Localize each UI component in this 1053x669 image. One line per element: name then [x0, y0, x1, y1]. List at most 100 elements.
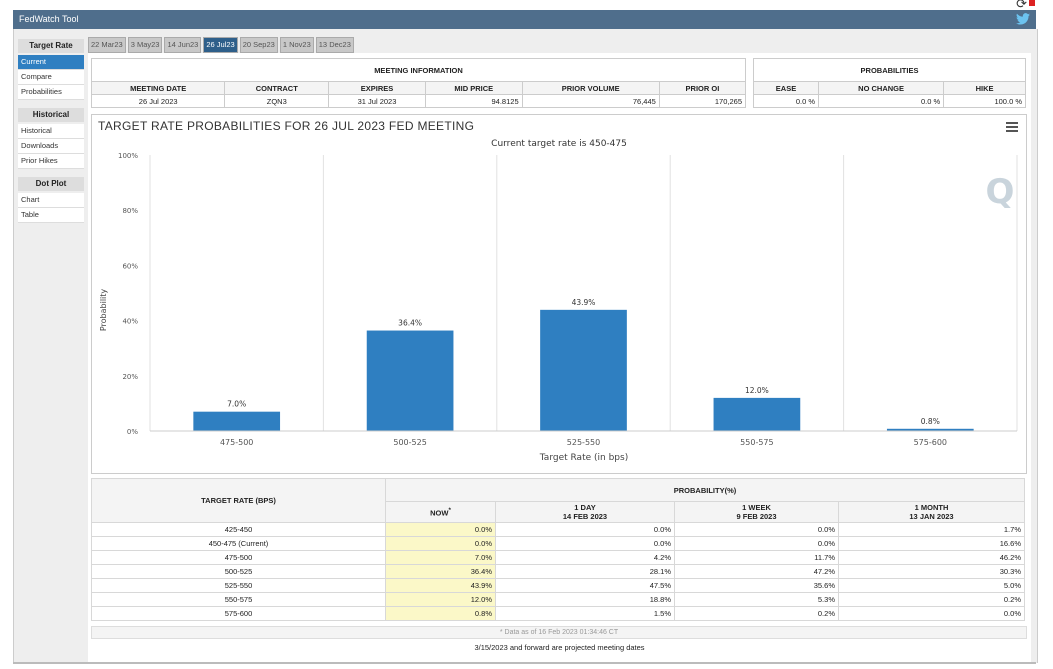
probability-cell: 28.1%	[495, 564, 675, 579]
tab-14-jun23[interactable]: 14 Jun23	[164, 37, 202, 53]
bar-data-label: 43.9%	[572, 298, 596, 307]
sidebar-heading-dot-plot: Dot Plot	[18, 177, 84, 191]
probability-cell: 0.8%	[385, 606, 496, 621]
table-row: 425-450 0.0% 0.0% 0.0% 1.7%	[91, 522, 1025, 537]
tab-20-sep23[interactable]: 20 Sep23	[239, 37, 278, 53]
y-tick-label: 80%	[122, 207, 138, 215]
sidebar-heading-target-rate: Target Rate	[18, 39, 84, 53]
col-no-change: NO CHANGE	[817, 81, 945, 95]
expires-value: 31 Jul 2023	[328, 94, 426, 108]
tab-22-mar23[interactable]: 22 Mar23	[88, 37, 126, 53]
col-prior-oi: PRIOR OI	[658, 81, 747, 95]
x-tick-label: 500-525	[393, 438, 426, 447]
projected-dates-note: 3/15/2023 and forward are projected meet…	[474, 643, 645, 652]
col-1-week: 1 WEEK 9 FEB 2023	[674, 501, 839, 523]
col-hike: HIKE	[943, 81, 1026, 95]
sidebar-item-chart[interactable]: Chart	[18, 193, 84, 208]
hike-value: 100.0 %	[943, 94, 1026, 108]
col-prior-volume: PRIOR VOLUME	[521, 81, 660, 95]
col-1-month-date: 13 JAN 2023	[909, 512, 954, 521]
probabilities-header: PROBABILITIES	[753, 58, 1026, 82]
probability-cell: 47.2%	[674, 564, 839, 579]
close-icon[interactable]	[1029, 0, 1035, 6]
probability-cell: 1.7%	[838, 522, 1025, 537]
probability-table: TARGET RATE (BPS) PROBABILITY(%) NOW* 1 …	[91, 478, 1025, 621]
y-axis-label: Probability	[99, 289, 108, 332]
col-1-day-date: 14 FEB 2023	[562, 512, 608, 521]
y-tick-label: 20%	[122, 373, 138, 381]
probability-cell: 0.0%	[674, 522, 839, 537]
col-expires: EXPIRES	[328, 81, 426, 95]
probability-cell: 5.0%	[838, 578, 1025, 593]
col-now: NOW*	[385, 501, 496, 523]
col-1-month: 1 MONTH 13 JAN 2023	[838, 501, 1025, 523]
col-target-rate: TARGET RATE (BPS)	[91, 478, 386, 523]
tab-3-may23[interactable]: 3 May23	[127, 37, 163, 53]
y-tick-label: 100%	[118, 152, 138, 160]
target-rate-cell: 450-475 (Current)	[91, 536, 386, 551]
sidebar: Target Rate Current Compare Probabilitie…	[18, 36, 84, 223]
chart-title: TARGET RATE PROBABILITIES FOR 26 JUL 202…	[98, 119, 475, 133]
probability-group-header: PROBABILITY(%)	[385, 478, 1025, 502]
watermark-logo: Q	[986, 172, 1015, 212]
target-rate-cell: 475-500	[91, 550, 386, 565]
probability-cell: 18.8%	[495, 592, 675, 607]
sidebar-item-compare[interactable]: Compare	[18, 70, 84, 85]
probability-cell: 0.0%	[385, 536, 496, 551]
bar-chart: Current target rate is 450-475 Q 7.0% 36.…	[99, 139, 1018, 463]
sidebar-item-table[interactable]: Table	[18, 208, 84, 223]
browser-top-strip: ⟳	[0, 0, 1053, 11]
probability-cell: 0.2%	[838, 592, 1025, 607]
probability-cell: 1.5%	[495, 606, 675, 621]
sidebar-item-downloads[interactable]: Downloads	[18, 139, 84, 154]
x-tick-label: 475-500	[220, 438, 253, 447]
target-rate-cell: 550-575	[91, 592, 386, 607]
probability-cell: 36.4%	[385, 564, 496, 579]
ease-value: 0.0 %	[753, 94, 819, 108]
hamburger-icon[interactable]	[1006, 122, 1018, 134]
col-now-label: NOW	[430, 508, 449, 518]
col-1-day-label: 1 DAY	[574, 503, 596, 512]
probability-cell: 11.7%	[674, 550, 839, 565]
probability-cell: 0.0%	[495, 522, 675, 537]
app-title-bar: FedWatch Tool	[13, 10, 1036, 29]
meeting-date-value: 26 Jul 2023	[90, 94, 226, 108]
tab-13-dec23[interactable]: 13 Dec23	[315, 37, 354, 53]
bottom-divider	[13, 662, 1036, 664]
table-row: 475-500 7.0% 4.2% 11.7% 46.2%	[91, 550, 1025, 565]
x-axis-label: Target Rate (in bps)	[539, 453, 628, 463]
probability-cell: 16.6%	[838, 536, 1025, 551]
sidebar-item-current[interactable]: Current	[18, 55, 84, 70]
x-tick-label: 575-600	[914, 438, 947, 447]
prior-oi-value: 170,265	[658, 94, 747, 108]
y-tick-label: 40%	[122, 318, 138, 326]
target-rate-cell: 525-550	[91, 578, 386, 593]
sidebar-item-historical[interactable]: Historical	[18, 124, 84, 139]
table-row: 550-575 12.0% 18.8% 5.3% 0.2%	[91, 592, 1025, 607]
target-rate-cell: 500-525	[91, 564, 386, 579]
probability-cell: 0.0%	[385, 522, 496, 537]
target-rate-cell: 575-600	[91, 606, 386, 621]
probability-cell: 0.2%	[674, 606, 839, 621]
sidebar-item-probabilities[interactable]: Probabilities	[18, 85, 84, 100]
now-marker: *	[448, 506, 451, 514]
tab-26-jul23[interactable]: 26 Jul23	[203, 37, 238, 53]
tab-1-nov23[interactable]: 1 Nov23	[279, 37, 314, 53]
col-mid-price: MID PRICE	[424, 81, 523, 95]
chart-panel: TARGET RATE PROBABILITIES FOR 26 JUL 202…	[91, 114, 1027, 474]
y-tick-label: 60%	[122, 262, 138, 270]
no-change-value: 0.0 %	[817, 94, 945, 108]
chart-subtitle: Current target rate is 450-475	[491, 139, 627, 149]
bar	[713, 397, 801, 431]
probability-cell: 4.2%	[495, 550, 675, 565]
probability-cell: 30.3%	[838, 564, 1025, 579]
probability-cell: 5.3%	[674, 592, 839, 607]
twitter-icon[interactable]	[1016, 13, 1030, 25]
x-tick-label: 525-550	[567, 438, 600, 447]
probability-cell: 0.0%	[495, 536, 675, 551]
sidebar-item-prior-hikes[interactable]: Prior Hikes	[18, 154, 84, 169]
reload-icon[interactable]: ⟳	[1016, 0, 1027, 11]
bar	[886, 428, 974, 431]
bar-data-label: 0.8%	[921, 417, 940, 426]
meeting-info-table: MEETING INFORMATION MEETING DATE CONTRAC…	[90, 58, 747, 108]
